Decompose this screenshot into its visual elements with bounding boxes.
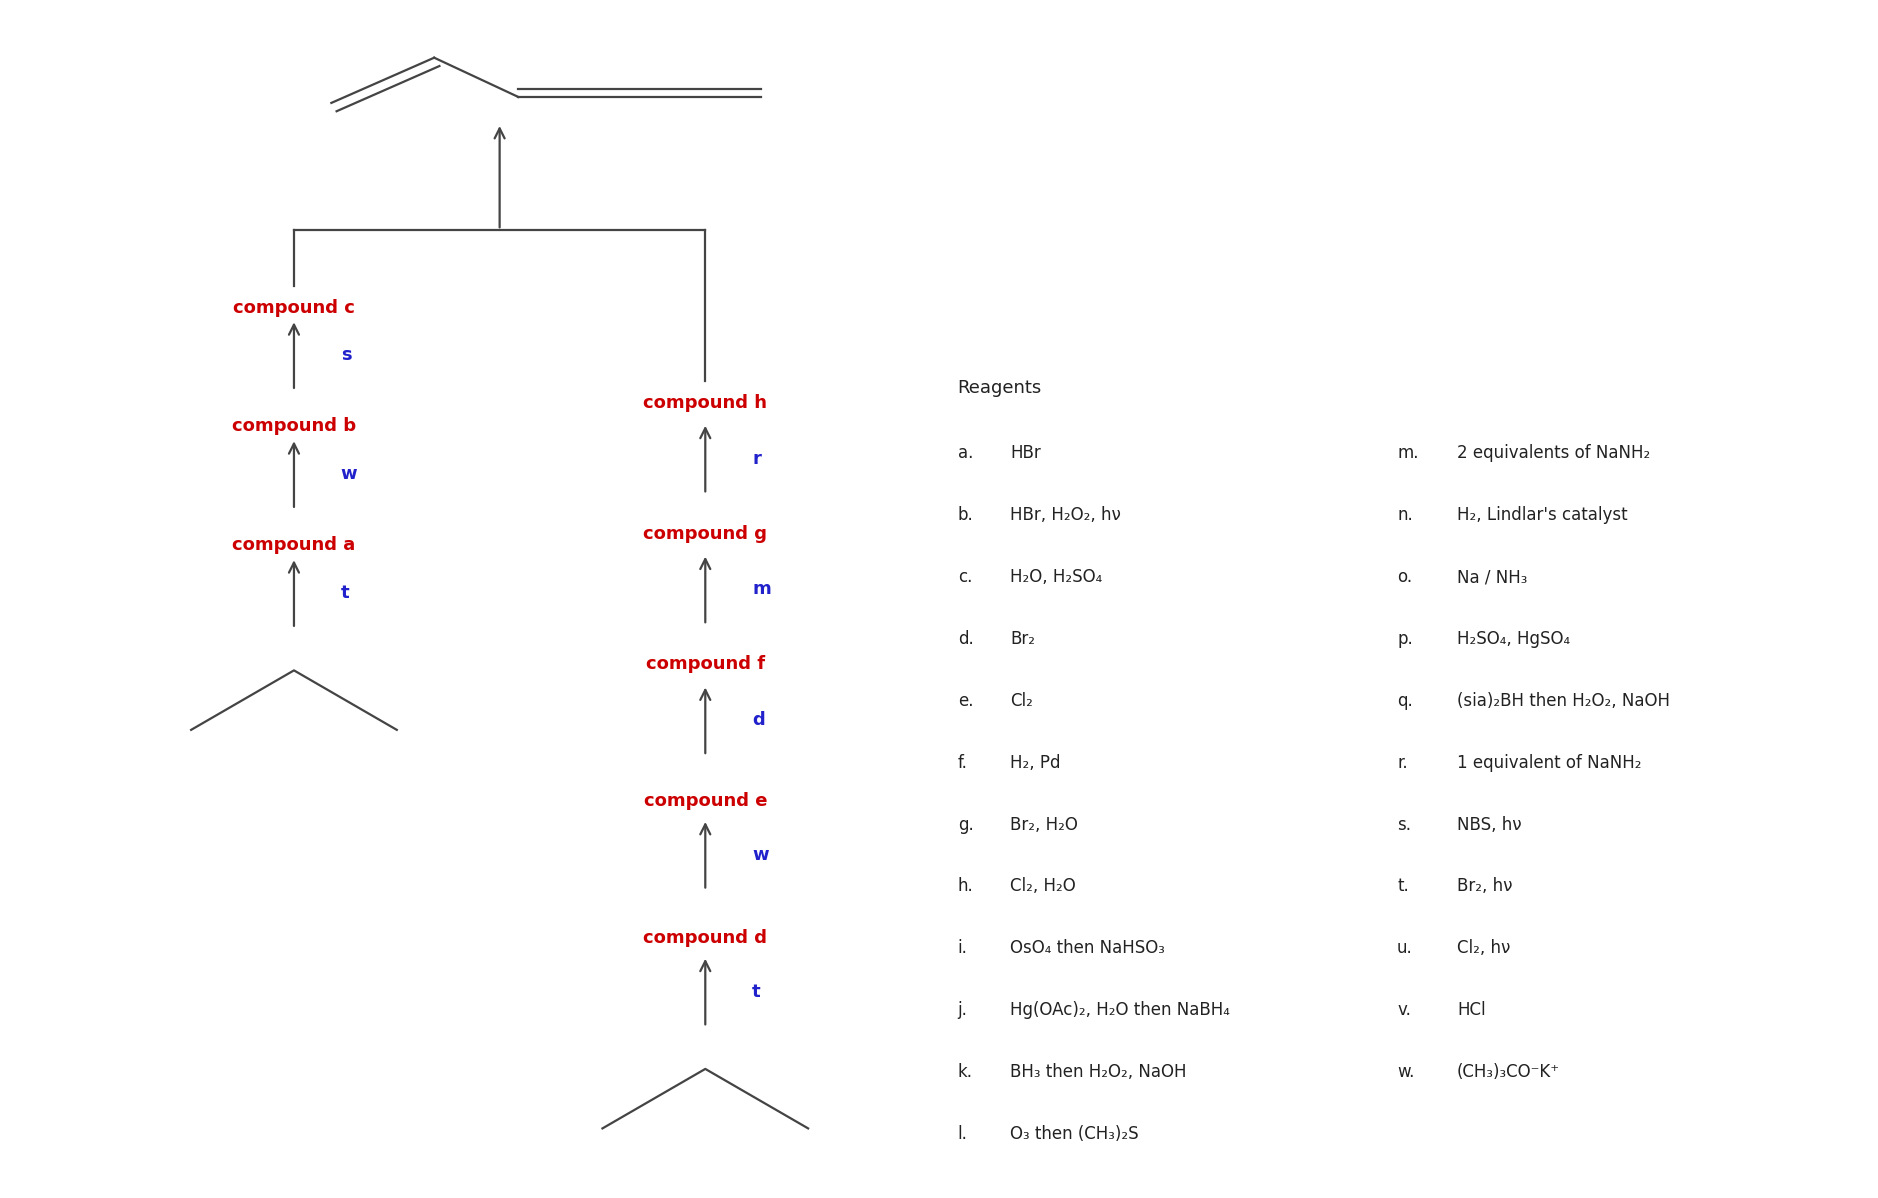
- Text: b.: b.: [958, 507, 973, 525]
- Text: i.: i.: [958, 939, 967, 957]
- Text: c.: c.: [958, 568, 973, 586]
- Text: d: d: [751, 712, 764, 730]
- Text: HCl: HCl: [1457, 1002, 1485, 1019]
- Text: q.: q.: [1397, 691, 1412, 709]
- Text: (CH₃)₃CO⁻K⁺: (CH₃)₃CO⁻K⁺: [1457, 1063, 1561, 1081]
- Text: Cl₂, H₂O: Cl₂, H₂O: [1010, 877, 1076, 895]
- Text: Hg(OAc)₂, H₂O then NaBH₄: Hg(OAc)₂, H₂O then NaBH₄: [1010, 1002, 1230, 1019]
- Text: H₂O, H₂SO₄: H₂O, H₂SO₄: [1010, 568, 1102, 586]
- Text: u.: u.: [1397, 939, 1412, 957]
- Text: e.: e.: [958, 691, 973, 709]
- Text: compound h: compound h: [644, 394, 768, 412]
- Text: f.: f.: [958, 754, 967, 772]
- Text: compound b: compound b: [231, 417, 357, 436]
- Text: t: t: [751, 982, 761, 1000]
- Text: HBr, H₂O₂, hν: HBr, H₂O₂, hν: [1010, 507, 1121, 525]
- Text: Br₂, hν: Br₂, hν: [1457, 877, 1512, 895]
- Text: w: w: [340, 465, 357, 483]
- Text: m: m: [751, 581, 770, 599]
- Text: compound c: compound c: [233, 298, 355, 316]
- Text: compound g: compound g: [644, 525, 768, 543]
- Text: a.: a.: [958, 444, 973, 462]
- Text: h.: h.: [958, 877, 973, 895]
- Text: w.: w.: [1397, 1063, 1414, 1081]
- Text: O₃ then (CH₃)₂S: O₃ then (CH₃)₂S: [1010, 1125, 1138, 1143]
- Text: n.: n.: [1397, 507, 1412, 525]
- Text: r.: r.: [1397, 754, 1408, 772]
- Text: Br₂, H₂O: Br₂, H₂O: [1010, 816, 1078, 834]
- Text: Br₂: Br₂: [1010, 630, 1035, 648]
- Text: j.: j.: [958, 1002, 967, 1019]
- Text: compound a: compound a: [233, 537, 355, 555]
- Text: p.: p.: [1397, 630, 1412, 648]
- Text: compound e: compound e: [644, 792, 766, 810]
- Text: compound d: compound d: [644, 930, 768, 948]
- Text: r: r: [751, 449, 761, 467]
- Text: w: w: [751, 846, 768, 864]
- Text: g.: g.: [958, 816, 973, 834]
- Text: Cl₂: Cl₂: [1010, 691, 1033, 709]
- Text: k.: k.: [958, 1063, 973, 1081]
- Text: s: s: [340, 346, 351, 364]
- Text: HBr: HBr: [1010, 444, 1040, 462]
- Text: v.: v.: [1397, 1002, 1410, 1019]
- Text: 1 equivalent of NaNH₂: 1 equivalent of NaNH₂: [1457, 754, 1641, 772]
- Text: H₂, Lindlar's catalyst: H₂, Lindlar's catalyst: [1457, 507, 1628, 525]
- Text: H₂, Pd: H₂, Pd: [1010, 754, 1061, 772]
- Text: Na / NH₃: Na / NH₃: [1457, 568, 1527, 586]
- Text: BH₃ then H₂O₂, NaOH: BH₃ then H₂O₂, NaOH: [1010, 1063, 1187, 1081]
- Text: d.: d.: [958, 630, 973, 648]
- Text: NBS, hν: NBS, hν: [1457, 816, 1521, 834]
- Text: OsO₄ then NaHSO₃: OsO₄ then NaHSO₃: [1010, 939, 1164, 957]
- Text: m.: m.: [1397, 444, 1418, 462]
- Text: t: t: [340, 585, 349, 603]
- Text: Cl₂, hν: Cl₂, hν: [1457, 939, 1510, 957]
- Text: l.: l.: [958, 1125, 967, 1143]
- Text: (sia)₂BH then H₂O₂, NaOH: (sia)₂BH then H₂O₂, NaOH: [1457, 691, 1670, 709]
- Text: H₂SO₄, HgSO₄: H₂SO₄, HgSO₄: [1457, 630, 1570, 648]
- Text: o.: o.: [1397, 568, 1412, 586]
- Text: t.: t.: [1397, 877, 1408, 895]
- Text: s.: s.: [1397, 816, 1410, 834]
- Text: Reagents: Reagents: [958, 379, 1042, 397]
- Text: compound f: compound f: [646, 655, 764, 673]
- Text: 2 equivalents of NaNH₂: 2 equivalents of NaNH₂: [1457, 444, 1651, 462]
